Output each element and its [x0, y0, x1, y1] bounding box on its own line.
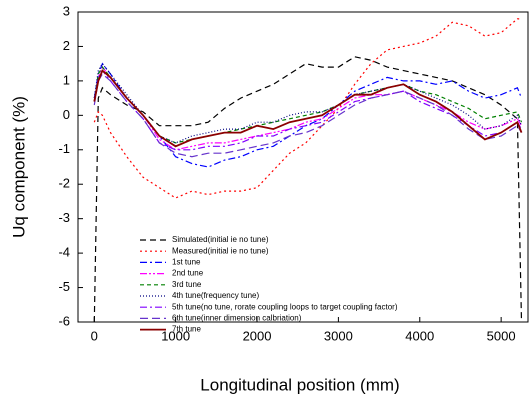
legend-label: 5th tune(no tune, rorate coupling loops …	[172, 302, 398, 311]
legend-label: 3rd tune	[172, 280, 202, 289]
y-tick-label: -5	[58, 279, 70, 294]
y-tick-label: -1	[58, 141, 70, 156]
series-line	[93, 65, 523, 151]
y-tick-label: -3	[58, 210, 70, 225]
series-line	[93, 69, 523, 148]
plot-frame	[77, 11, 529, 323]
series-line	[93, 18, 522, 199]
y-tick-label: 2	[63, 38, 70, 53]
y-tick-label: -2	[58, 176, 70, 191]
y-tick-label: -6	[58, 313, 70, 328]
legend-label: 4th tune(frequency tune)	[172, 291, 260, 300]
x-tick-label: 1000	[161, 328, 190, 343]
y-tick-label: 3	[63, 3, 70, 18]
legend-label: Simulated(initial ie no tune)	[172, 235, 269, 244]
legend-label: Measured(initial ie no tune)	[172, 246, 269, 255]
series-line	[93, 62, 523, 168]
x-axis-label: Longitudinal position (mm)	[200, 375, 399, 394]
series-line	[93, 56, 523, 323]
x-tick-label: 5000	[487, 328, 516, 343]
y-tick-label: 0	[63, 107, 70, 122]
y-tick-label: 1	[63, 72, 70, 87]
series-line	[93, 73, 523, 158]
legend-label: 6th tune(inner dimension calbriation)	[172, 314, 302, 323]
y-tick-label: -4	[58, 245, 70, 260]
legend-label: 2nd tune	[172, 269, 204, 278]
series-line	[93, 66, 523, 144]
x-tick-label: 3000	[324, 328, 353, 343]
x-tick-label: 4000	[405, 328, 434, 343]
y-axis-label: Uq component (%)	[9, 96, 28, 238]
legend-label: 7th tune	[172, 325, 201, 334]
x-tick-label: 0	[91, 328, 98, 343]
x-tick-label: 2000	[243, 328, 272, 343]
legend-label: 1st tune	[172, 258, 201, 267]
